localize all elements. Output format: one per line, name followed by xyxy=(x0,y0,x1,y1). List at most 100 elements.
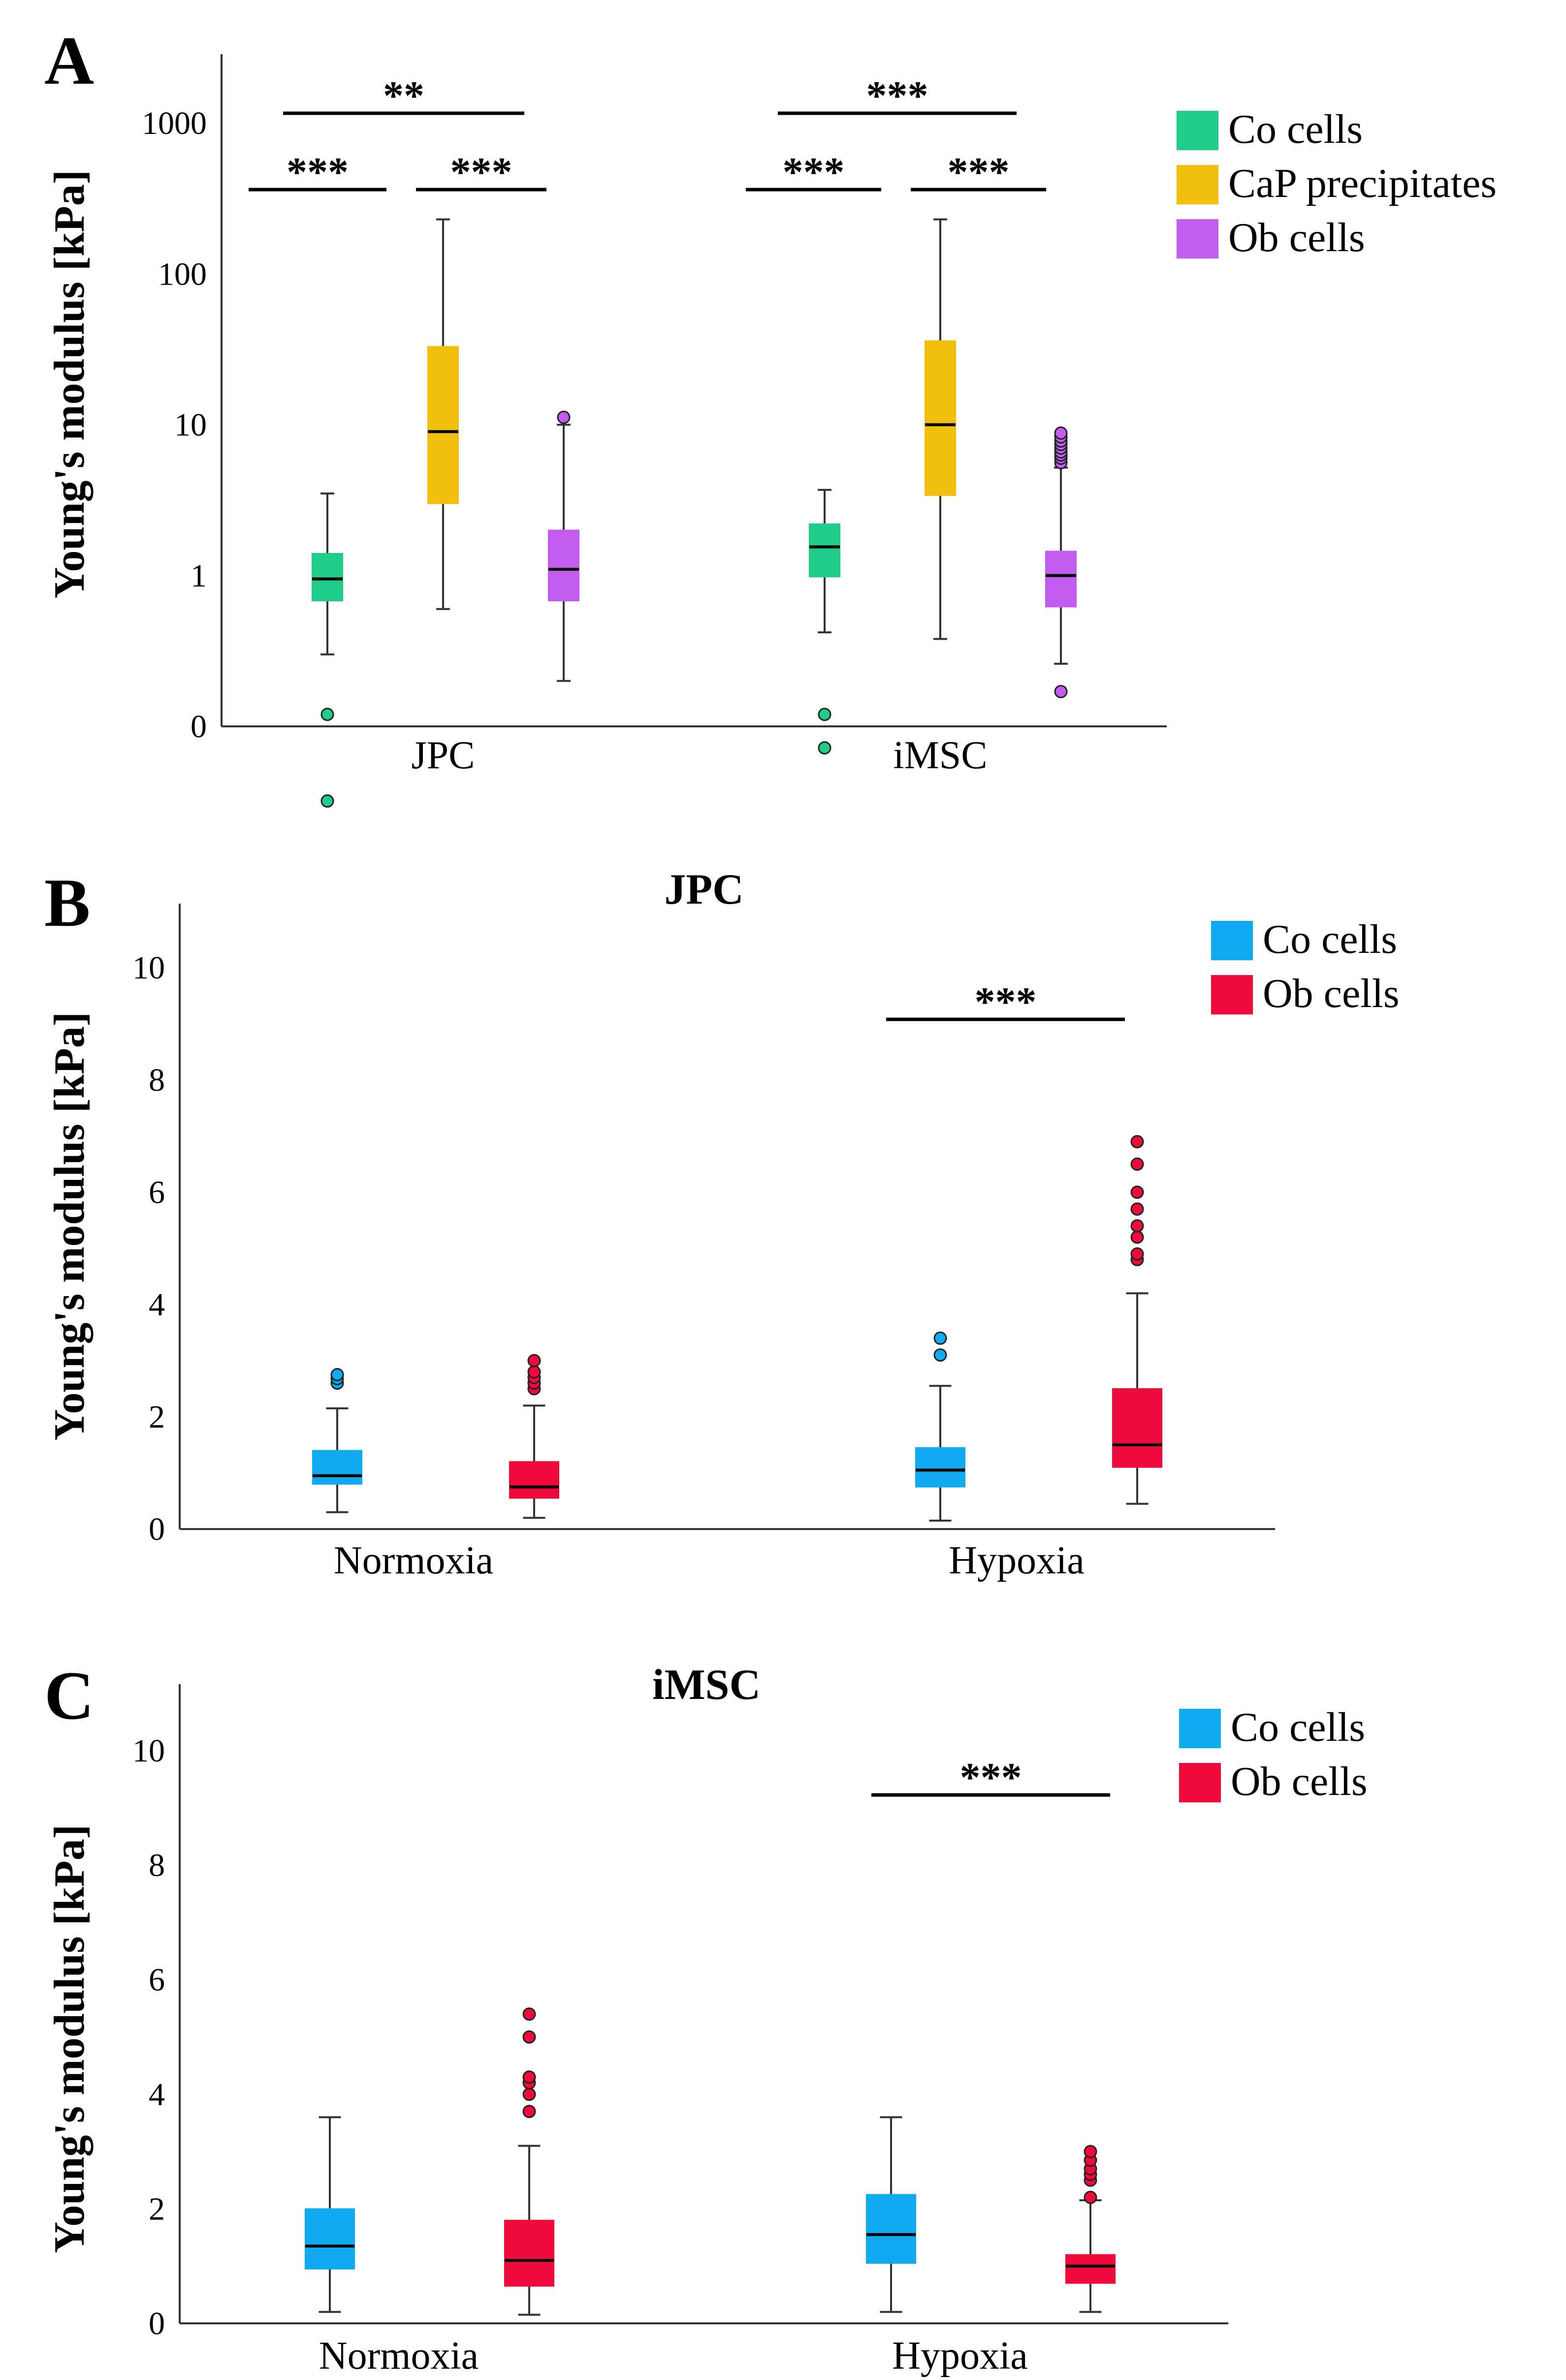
outlier-point xyxy=(1131,1186,1143,1198)
panel-title: JPC xyxy=(664,866,743,913)
outlier-point xyxy=(1085,2191,1096,2203)
box-iqr xyxy=(809,524,840,577)
significance-label: *** xyxy=(975,979,1037,1025)
panel-c: C iMSC Young's modulus [kPa] 0 2 4 6 8 10 Norm… xyxy=(44,1658,1368,2378)
box-ob-cells-jpc xyxy=(548,411,579,681)
panel-a: A Young's modulus [kPa] 0 1 10 100 1000 JPC iM… xyxy=(44,23,1497,807)
outlier-point xyxy=(321,795,333,807)
box-iqr xyxy=(1113,1389,1162,1467)
x-category-label: Normoxia xyxy=(334,1539,493,1582)
y-tick-label: 8 xyxy=(149,1848,165,1884)
legend-label: Ob cells xyxy=(1263,971,1400,1016)
y-tick-label: 0 xyxy=(149,1511,165,1547)
panel-letter: A xyxy=(44,23,94,99)
y-tick-label: 6 xyxy=(149,1174,165,1210)
outlier-point xyxy=(523,2031,535,2043)
outlier-point xyxy=(528,1355,540,1367)
box-co-cells-imsc xyxy=(809,490,840,754)
box-cap-precipitates-imsc xyxy=(925,219,956,639)
legend-label: Ob cells xyxy=(1228,215,1365,261)
outlier-point xyxy=(1131,1203,1143,1215)
outlier-point xyxy=(819,709,831,720)
box-ob-cells-imsc xyxy=(1046,427,1076,698)
outlier-point xyxy=(934,1332,946,1344)
y-tick-label: 100 xyxy=(158,256,207,292)
outlier-point xyxy=(1131,1136,1143,1147)
outlier-point xyxy=(1131,1231,1143,1243)
plot-area: 0 2 4 6 8 10 Normoxia Hypoxia *** Co cells Ob cell… xyxy=(132,904,1400,1582)
significance-label: *** xyxy=(866,73,928,119)
box-co-cells-jpc xyxy=(312,493,343,807)
x-category-label: Normoxia xyxy=(319,2334,479,2378)
box-iqr xyxy=(1066,2254,1115,2283)
outlier-point xyxy=(1055,427,1067,439)
y-tick-label: 4 xyxy=(149,1287,165,1323)
outlier-point xyxy=(523,2071,535,2083)
outlier-point xyxy=(331,1369,343,1381)
box-iqr xyxy=(313,1450,362,1484)
legend-swatch xyxy=(1211,975,1253,1014)
panel-letter: C xyxy=(44,1658,94,1734)
y-tick-label: 10 xyxy=(132,950,165,986)
box-ob-cells-normoxia xyxy=(505,2008,554,2315)
significance-label: *** xyxy=(783,149,845,195)
significance-label: ** xyxy=(383,73,424,119)
significance-label: *** xyxy=(287,149,349,195)
y-tick-label: 1 xyxy=(191,558,207,594)
significance-label: *** xyxy=(450,149,512,195)
y-axis-label: Young's modulus [kPa] xyxy=(46,170,94,599)
legend-label: Co cells xyxy=(1231,1704,1365,1750)
legend-label: CaP precipitates xyxy=(1228,161,1497,206)
box-iqr xyxy=(925,341,956,495)
outlier-point xyxy=(1131,1158,1143,1170)
plot-area: 0 2 4 6 8 10 Normoxia Hypoxia *** Co cells Ob cell… xyxy=(132,1684,1368,2378)
significance-label: *** xyxy=(960,1755,1022,1800)
box-ob-cells-hypoxia xyxy=(1113,1136,1162,1503)
box-ob-cells-hypoxia xyxy=(1066,2146,1115,2312)
outlier-point xyxy=(1055,685,1067,697)
box-iqr xyxy=(505,2220,554,2286)
outlier-point xyxy=(1131,1248,1143,1260)
legend-swatch xyxy=(1177,111,1218,150)
legend-swatch xyxy=(1179,1763,1221,1802)
figure: A Young's modulus [kPa] 01101001000JPC iM… xyxy=(0,0,1566,2380)
panel-letter: B xyxy=(44,865,90,941)
box-ob-cells-normoxia xyxy=(510,1355,559,1518)
legend-swatch xyxy=(1177,165,1218,204)
y-tick-label: 10 xyxy=(174,407,207,443)
x-category-label: Hypoxia xyxy=(949,1539,1085,1582)
y-axis-label: Young's modulus [kPa] xyxy=(46,1825,94,2253)
outlier-point xyxy=(523,2106,535,2118)
outlier-point xyxy=(934,1349,946,1361)
box-iqr xyxy=(305,2209,354,2269)
box-iqr xyxy=(428,347,458,504)
y-tick-label: 4 xyxy=(149,2077,165,2113)
legend-swatch xyxy=(1177,219,1218,259)
box-co-cells-normoxia xyxy=(305,2117,354,2312)
outlier-point xyxy=(523,2008,535,2020)
x-category-label: JPC xyxy=(412,734,475,777)
box-iqr xyxy=(916,1448,965,1487)
box-iqr xyxy=(1046,551,1076,607)
outlier-point xyxy=(523,2088,535,2100)
outlier-point xyxy=(819,742,831,754)
x-category-label: iMSC xyxy=(893,734,987,777)
legend-label: Co cells xyxy=(1263,916,1397,962)
legend-swatch xyxy=(1179,1709,1221,1748)
y-tick-label: 0 xyxy=(149,2306,165,2342)
outlier-point xyxy=(558,411,570,423)
y-tick-label: 6 xyxy=(149,1962,165,1998)
y-axis-label: Young's modulus [kPa] xyxy=(46,1012,94,1441)
y-tick-label: 2 xyxy=(149,1399,165,1435)
significance-label: *** xyxy=(948,149,1010,195)
box-co-cells-normoxia xyxy=(313,1369,362,1512)
outlier-point xyxy=(1131,1220,1143,1232)
legend-label: Co cells xyxy=(1228,106,1363,152)
box-co-cells-hypoxia xyxy=(866,2117,916,2312)
y-tick-label: 8 xyxy=(149,1062,165,1098)
box-iqr xyxy=(312,554,343,601)
y-tick-label: 1000 xyxy=(142,105,207,141)
box-co-cells-hypoxia xyxy=(916,1332,965,1521)
legend-label: Ob cells xyxy=(1231,1759,1368,1804)
